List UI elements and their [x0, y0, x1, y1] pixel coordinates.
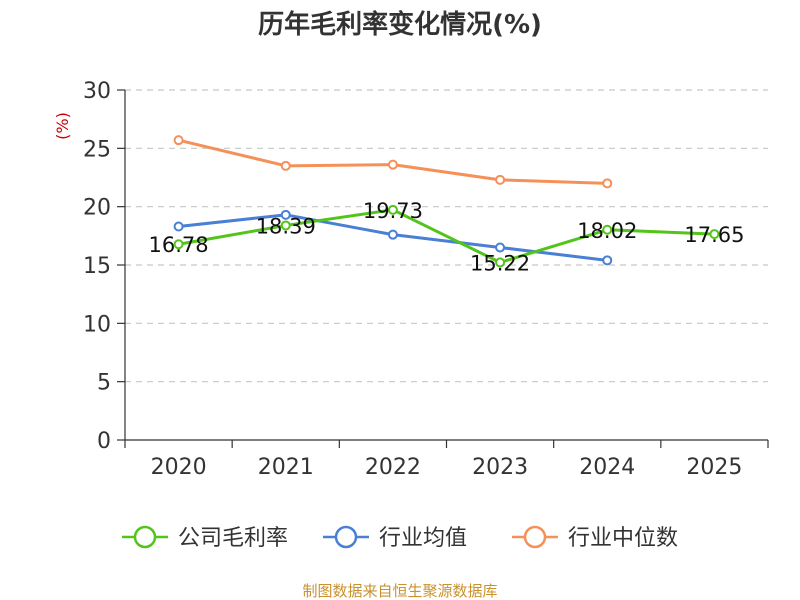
data-point [280, 160, 291, 171]
data-point [173, 135, 184, 146]
data-point [173, 221, 184, 232]
y-tick-label: 0 [97, 429, 111, 454]
data-point [495, 257, 506, 268]
source-note: 制图数据来自恒生聚源数据库 [302, 582, 497, 600]
grid-layer [125, 89, 768, 383]
y-tick-label: 10 [83, 312, 111, 337]
data-point [495, 174, 506, 185]
x-tick-label: 2025 [686, 455, 742, 480]
y-axis-label: (%) [53, 112, 72, 140]
data-point [495, 242, 506, 253]
data-point [602, 224, 613, 235]
legend-label: 行业均值 [379, 526, 467, 551]
data-label: 16.78 [149, 233, 209, 257]
data-point [602, 255, 613, 266]
data-point [280, 209, 291, 220]
chart-title: 历年毛利率变化情况(%) [258, 9, 542, 40]
data-label: 18.02 [577, 219, 637, 243]
data-label: 17.65 [684, 223, 744, 247]
data-label: 18.39 [256, 214, 316, 238]
legend-label: 公司毛利率 [178, 526, 288, 551]
y-tick-label: 15 [83, 254, 111, 279]
legend: 公司毛利率 行业均值 行业中位数 [122, 525, 678, 551]
y-tick-label: 25 [83, 137, 111, 162]
data-point [173, 239, 184, 250]
series-line [178, 208, 715, 264]
label-layer: 16.78 18.39 19.73 15.22 18.02 17.65 [149, 199, 745, 276]
x-tick-label: 2022 [365, 455, 421, 480]
x-tick-label: 2021 [258, 455, 314, 480]
series-layer [173, 135, 720, 268]
data-point [387, 229, 398, 240]
x-tick-label: 2024 [579, 455, 635, 480]
data-point [387, 204, 398, 215]
y-tick-label: 5 [97, 371, 111, 396]
legend-label: 行业中位数 [568, 526, 678, 551]
data-point [709, 229, 720, 240]
data-point [602, 178, 613, 189]
data-label: 15.22 [470, 251, 530, 275]
legend-marker [133, 525, 157, 549]
data-point [280, 220, 291, 231]
y-tick-label: 30 [83, 79, 111, 104]
data-point [387, 159, 398, 170]
y-tick-label: 20 [83, 196, 111, 221]
data-label: 19.73 [363, 199, 423, 223]
x-tick-label: 2020 [151, 455, 207, 480]
x-tick-label: 2023 [472, 455, 528, 480]
legend-marker [523, 525, 547, 549]
legend-marker [334, 525, 358, 549]
